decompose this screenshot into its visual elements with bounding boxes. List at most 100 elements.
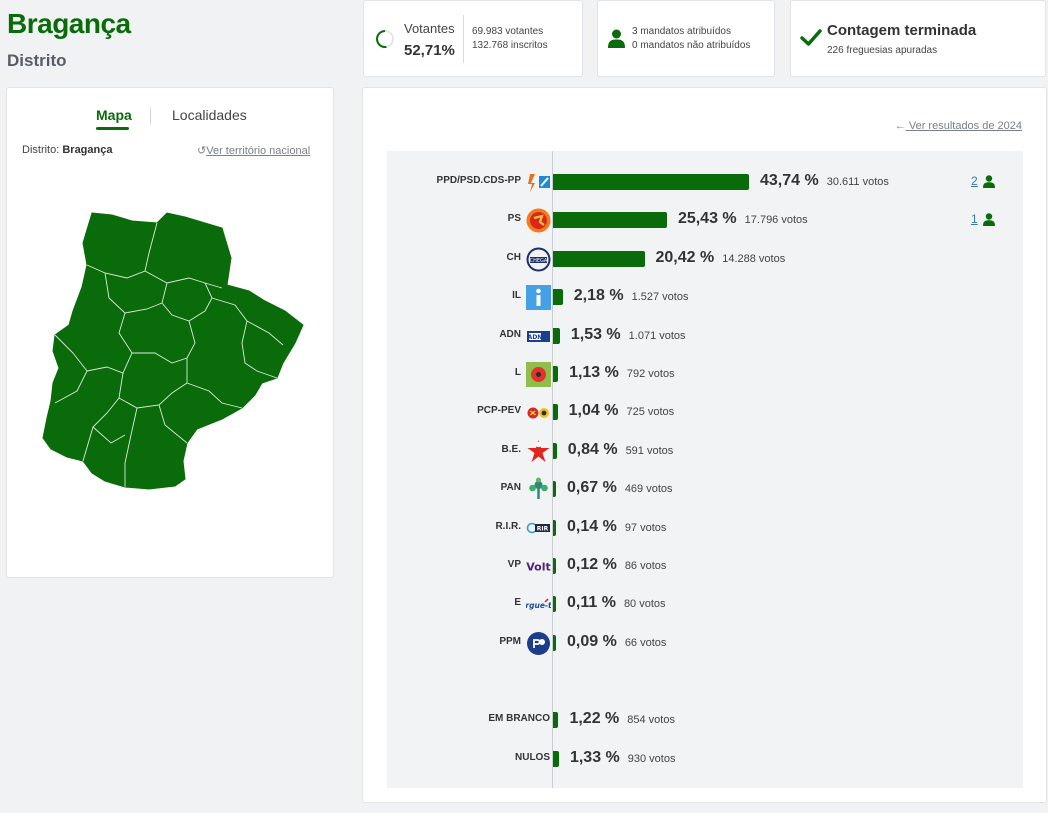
check-icon — [800, 29, 822, 46]
distrito-label: Distrito: — [22, 144, 60, 156]
votes-count: 86 votos — [624, 560, 667, 572]
rir-logo: RIR — [526, 516, 551, 541]
party-row[interactable]: VP Volt 0,12 % 86 votos — [387, 551, 1023, 581]
be-logo — [526, 439, 551, 464]
party-name: E — [514, 597, 521, 609]
special-vote-row[interactable]: NULOS 1,33 % 930 votos — [387, 744, 1023, 774]
arrow-left-icon: ← — [894, 120, 906, 132]
result-bar — [553, 212, 667, 229]
party-row[interactable]: PAN 0,67 % 469 votos — [387, 474, 1023, 504]
votantes-percentage: 52,71% — [404, 42, 455, 59]
pan-logo — [526, 477, 551, 502]
mandatos-nao-atribuidos: 0 mandatos não atribuídos — [632, 40, 751, 51]
adn-logo: ADN — [526, 324, 551, 349]
party-row[interactable]: R.I.R. RIR 0,14 % 97 votos — [387, 513, 1023, 543]
divider — [463, 15, 464, 63]
party-row[interactable]: B.E. 0,84 % 591 votos — [387, 436, 1023, 466]
undo-icon: ↺ — [197, 145, 207, 157]
party-name: R.I.R. — [495, 520, 521, 532]
chega-logo: CHEGA — [526, 247, 551, 272]
party-row[interactable]: E Ergue-te 0,11 % 80 votos — [387, 589, 1023, 619]
votes-count: 469 votos — [624, 483, 673, 496]
percentage-label: 0,67 % — [567, 479, 617, 497]
tab-mapa[interactable]: Mapa — [96, 107, 132, 123]
percentage-label: 1,53 % — [570, 325, 621, 343]
turnout-progress-icon — [376, 30, 394, 48]
votes-count: 30.611 votos — [826, 176, 889, 188]
party-name: CH — [506, 251, 521, 263]
special-vote-row[interactable]: EM BRANCO 1,22 % 854 votos — [387, 705, 1023, 735]
psd-cds-logo — [526, 170, 551, 195]
livre-logo — [526, 362, 551, 387]
party-name: ADN — [499, 328, 521, 340]
svg-text:CHEGA: CHEGA — [530, 258, 548, 264]
tab-localidades[interactable]: Localidades — [172, 107, 247, 123]
district-shape[interactable] — [42, 212, 304, 490]
party-row[interactable]: ADN ADN 1,53 % 1.071 votos — [387, 321, 1023, 351]
votes-count: 591 votos — [625, 444, 674, 457]
percentage-label: 0,11 % — [567, 594, 616, 612]
votes-count: 930 votos — [627, 752, 676, 765]
cdu-logo — [526, 400, 551, 425]
result-bar — [553, 712, 559, 728]
party-name: L — [514, 367, 521, 378]
result-bar — [553, 519, 556, 536]
votantes-label: Votantes — [404, 21, 455, 36]
seats-link[interactable]: 2 — [971, 174, 978, 188]
percentage-label: 0,12 % — [567, 556, 617, 573]
ver-resultados-2024-label: Ver resultados de 2024 — [908, 120, 1022, 132]
result-bar — [553, 558, 556, 574]
percentage-label: 1,22 % — [569, 710, 620, 727]
person-icon — [983, 213, 995, 227]
person-icon — [983, 175, 995, 188]
seats-link[interactable]: 1 — [971, 212, 978, 227]
result-bar — [553, 442, 557, 459]
party-row[interactable]: PPM 0,09 % 66 votos — [387, 628, 1023, 658]
percentage-label: 2,18 % — [573, 287, 624, 305]
result-bar — [553, 481, 556, 498]
active-tab-indicator — [96, 127, 129, 130]
votes-count: 1.071 votos — [628, 329, 686, 342]
percentage-label: 1,33 % — [569, 748, 620, 766]
votes-count: 725 votos — [626, 406, 675, 419]
party-row[interactable]: PCP-PEV 1,04 % 725 votos — [387, 397, 1023, 427]
party-name: PS — [507, 213, 521, 225]
party-row[interactable]: PS 25,43 % 17.796 votos 1 — [387, 205, 1023, 235]
percentage-label: 43,74 % — [760, 172, 819, 189]
ergue-te-logo: Ergue-te — [520, 592, 557, 617]
distrito-indicator: Distrito: Bragança — [22, 144, 112, 156]
mandatos-card: 3 mandatos atribuídos 0 mandatos não atr… — [597, 0, 775, 77]
party-row[interactable]: PPD/PSD.CDS-PP 43,74 % 30.611 votos 2 — [387, 167, 1023, 197]
ps-logo — [526, 208, 551, 233]
votes-count: 17.796 votos — [744, 214, 808, 227]
result-bar — [553, 634, 556, 651]
result-bar — [553, 289, 563, 306]
party-row[interactable]: IL 2,18 % 1.527 votos — [387, 282, 1023, 312]
tab-separator — [150, 108, 151, 124]
ver-resultados-2024-link[interactable]: ← Ver resultados de 2024 — [895, 120, 1022, 132]
distrito-value: Bragança — [62, 144, 113, 156]
party-name: PAN — [500, 482, 521, 494]
party-name: IL — [512, 290, 521, 302]
district-map[interactable] — [37, 203, 307, 493]
party-name: VP — [507, 559, 521, 570]
votes-count: 97 votos — [624, 521, 667, 534]
il-logo — [526, 285, 551, 311]
map-panel: Mapa Localidades Distrito: Bragança ↺Ver… — [6, 87, 334, 578]
district-title: Bragança — [7, 8, 131, 39]
ver-territorio-nacional-link[interactable]: ↺Ver território nacional — [197, 144, 310, 157]
ppm-logo — [526, 631, 551, 656]
person-icon — [608, 29, 625, 48]
result-bar — [553, 250, 645, 267]
votes-count: 14.288 votos — [722, 252, 786, 265]
party-name: B.E. — [501, 443, 521, 455]
party-row[interactable]: CH CHEGA 20,42 % 14.288 votos — [387, 244, 1023, 274]
votes-count: 854 votos — [627, 714, 675, 726]
district-subtitle: Distrito — [7, 51, 67, 70]
contagem-card: Contagem terminada 226 freguesias apurad… — [790, 0, 1046, 77]
svg-text:ADN: ADN — [528, 334, 543, 341]
svg-text:Ergue-te: Ergue-te — [526, 601, 551, 610]
mandatos-atribuidos: 3 mandatos atribuídos — [632, 26, 731, 37]
freguesias-apuradas: 226 freguesias apuradas — [827, 45, 938, 56]
party-row[interactable]: L 1,13 % 792 votos — [387, 359, 1023, 389]
